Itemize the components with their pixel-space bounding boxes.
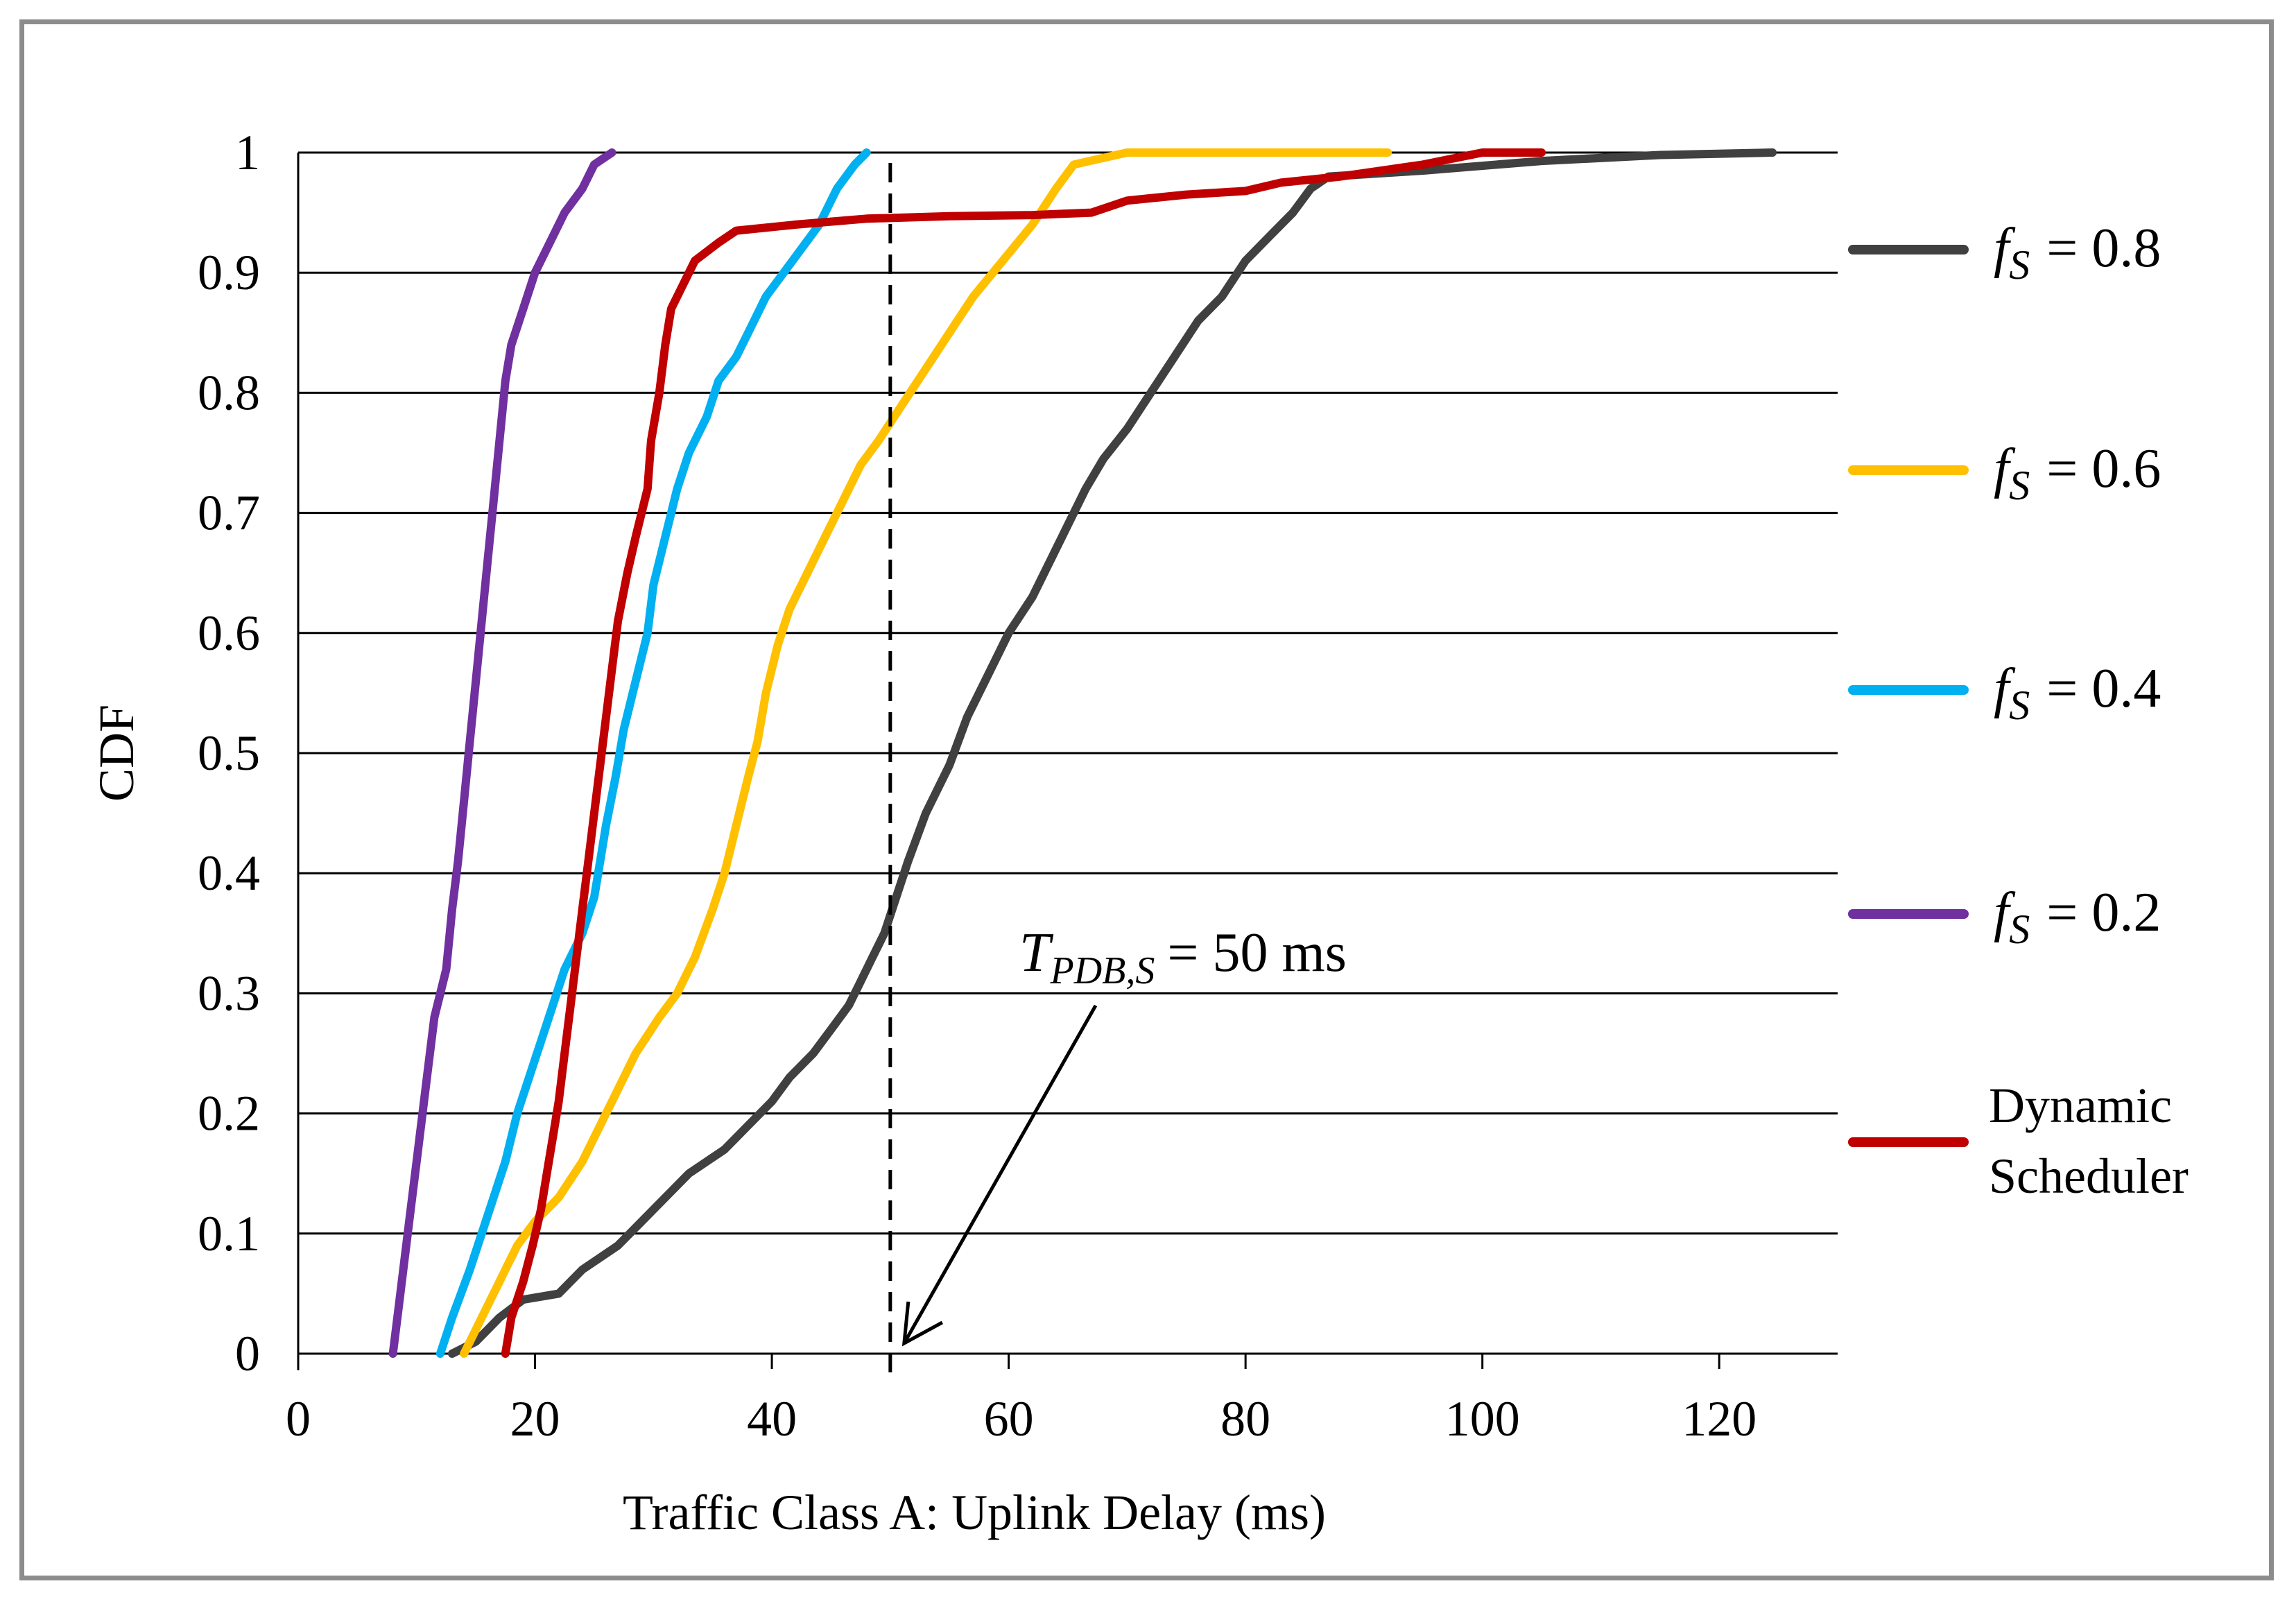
y-tick-label: 0.9 bbox=[198, 245, 260, 300]
y-tick-label: 0 bbox=[235, 1326, 260, 1381]
legend-label-line1: Dynamic bbox=[1989, 1078, 2172, 1133]
series-lines bbox=[388, 148, 1777, 1358]
y-tick-label: 0.1 bbox=[198, 1206, 260, 1261]
annotation-subscript: PDB,S bbox=[1050, 949, 1155, 992]
annotation-arrow-head bbox=[901, 1301, 944, 1347]
series-line-1 bbox=[460, 148, 1392, 1358]
pdb-annotation-label: TPDB,S = 50 ms bbox=[1019, 922, 1347, 992]
y-tick-label: 0.7 bbox=[198, 485, 260, 541]
pdb-annotation: TPDB,S = 50 ms bbox=[888, 163, 1347, 1374]
legend-subscript: S bbox=[2009, 242, 2030, 288]
series-line-0 bbox=[448, 148, 1777, 1358]
x-tick-label: 80 bbox=[1220, 1391, 1270, 1447]
x-tick-label: 20 bbox=[510, 1391, 560, 1447]
legend-value: = 0.8 bbox=[2046, 218, 2161, 279]
y-axis-title: CDF bbox=[89, 705, 144, 802]
x-tick-labels: 0 20 40 60 80 100 120 bbox=[286, 1391, 1756, 1447]
gridlines bbox=[298, 151, 1838, 1355]
x-tick-label: 40 bbox=[747, 1391, 797, 1447]
legend-subscript: S bbox=[2009, 906, 2030, 952]
y-tick-label: 0.6 bbox=[198, 605, 260, 661]
y-tick-label: 1 bbox=[235, 125, 260, 180]
y-tick-label: 0.3 bbox=[198, 965, 260, 1021]
x-axis-title: Traffic Class A: Uplink Delay (ms) bbox=[623, 1485, 1326, 1540]
y-tick-label: 0.5 bbox=[198, 725, 260, 781]
series-line-4 bbox=[501, 148, 1546, 1358]
legend-label-0: fS = 0.8 bbox=[1994, 218, 2161, 288]
legend-label-3: fS = 0.2 bbox=[1994, 882, 2161, 952]
legend-value: = 0.2 bbox=[2046, 882, 2161, 943]
series-line-3 bbox=[388, 148, 616, 1358]
y-tick-label: 0.4 bbox=[198, 845, 260, 901]
annotation-symbol: T bbox=[1019, 922, 1054, 983]
x-tick-label: 0 bbox=[286, 1391, 311, 1447]
legend-subscript: S bbox=[2009, 682, 2030, 728]
x-tick-label: 120 bbox=[1682, 1391, 1756, 1447]
annotation-value: = 50 ms bbox=[1167, 922, 1346, 983]
axes bbox=[297, 153, 1720, 1370]
y-tick-label: 0.8 bbox=[198, 365, 260, 420]
legend: fS = 0.8fS = 0.6fS = 0.4fS = 0.2DynamicSched… bbox=[1848, 218, 2189, 1204]
y-tick-label: 0.2 bbox=[198, 1086, 260, 1141]
y-tick-labels: 0 0.1 0.2 0.3 0.4 0.5 0.6 0.7 0.8 0.9 1 bbox=[198, 125, 260, 1381]
annotation-arrow bbox=[902, 1004, 1098, 1345]
legend-value: = 0.6 bbox=[2046, 438, 2161, 499]
legend-label-line2: Scheduler bbox=[1989, 1148, 2189, 1204]
series-line-2 bbox=[435, 148, 871, 1358]
legend-subscript: S bbox=[2009, 463, 2030, 508]
x-tick-label: 100 bbox=[1445, 1391, 1520, 1447]
legend-label-2: fS = 0.4 bbox=[1994, 658, 2161, 728]
x-tick-label: 60 bbox=[984, 1391, 1034, 1447]
legend-label-1: fS = 0.6 bbox=[1994, 438, 2161, 508]
legend-value: = 0.4 bbox=[2046, 658, 2161, 719]
